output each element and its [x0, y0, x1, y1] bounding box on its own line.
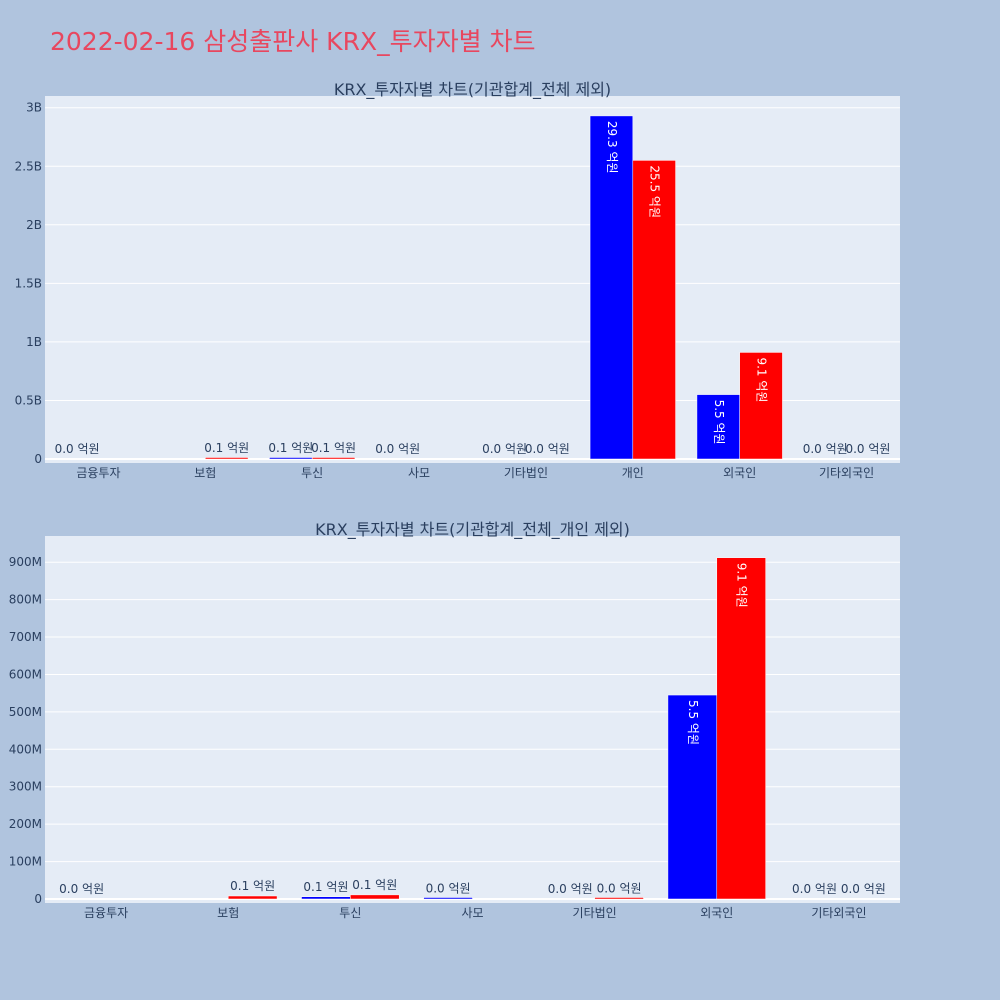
data-label: 0.0 억원: [59, 882, 104, 896]
data-label: 0.0 억원: [803, 442, 848, 456]
y-tick-label: 700M: [9, 630, 42, 644]
y-tick-label: 900M: [9, 555, 42, 569]
data-label: 0.0 억원: [375, 442, 420, 456]
data-label: 0.1 억원: [303, 880, 348, 894]
bar: [739, 352, 783, 460]
bar: [589, 115, 634, 460]
data-label: 5.5 억원: [712, 400, 726, 445]
x-tick-label: 보험: [194, 466, 216, 480]
bar: [667, 694, 718, 900]
y-tick-label: 0: [34, 452, 42, 466]
data-label: 0.0 억원: [548, 882, 593, 896]
y-tick-label: 200M: [9, 817, 42, 831]
x-tick-label: 외국인: [723, 466, 756, 480]
y-tick-label: 3B: [26, 101, 42, 115]
y-tick-label: 0.5B: [15, 393, 42, 407]
y-tick-label: 800M: [9, 593, 42, 607]
data-label: 0.1 억원: [352, 878, 397, 892]
chart-1: 0 0.5B 1B 1.5B 2B 2.5B 3B KRX_투자자별 차트(기관합계_전체 제…: [15, 80, 900, 480]
data-label: 0.1 억원: [268, 441, 313, 455]
chart-2: 0 100M 200M 300M 400M 500M 600M 700M 800M 900M KRX…: [9, 520, 900, 920]
bar: [594, 897, 644, 900]
x-tick-label: 투신: [339, 906, 361, 920]
data-label: 29.3 억원: [605, 121, 619, 174]
y-tick-label: 400M: [9, 742, 42, 756]
plot-area: [45, 536, 900, 903]
data-label: 0.0 억원: [597, 881, 642, 895]
bar: [423, 897, 473, 900]
y-tick-label: 100M: [9, 855, 42, 869]
chart-title: KRX_투자자별 차트(기관합계_전체 제외): [334, 80, 611, 100]
data-label: 0.1 억원: [204, 441, 249, 455]
bar: [716, 557, 766, 900]
data-label: 0.0 억원: [55, 442, 100, 456]
data-label: 5.5 억원: [686, 700, 700, 745]
data-label: 0.1 억원: [230, 879, 275, 893]
y-tick-label: 2B: [26, 218, 42, 232]
data-label: 9.1 억원: [755, 357, 769, 402]
x-tick-label: 투신: [301, 466, 323, 480]
bar: [301, 896, 351, 900]
bar: [350, 894, 400, 900]
x-tick-label: 보험: [217, 906, 239, 920]
bar: [632, 160, 676, 460]
bar: [269, 457, 313, 460]
x-tick-label: 외국인: [700, 906, 733, 920]
y-tick-label: 300M: [9, 780, 42, 794]
data-label: 0.0 억원: [426, 882, 471, 896]
data-label: 9.1 억원: [735, 563, 749, 608]
data-label: 0.0 억원: [792, 882, 837, 896]
data-label: 0.0 억원: [845, 442, 890, 456]
x-tick-label: 기타외국인: [819, 466, 874, 480]
x-tick-label: 기타외국인: [811, 906, 866, 920]
page-title: 2022-02-16 삼성출판사 KRX_투자자별 차트: [50, 27, 536, 56]
x-tick-label: 기타법인: [504, 466, 548, 480]
data-label: 25.5 억원: [648, 165, 662, 218]
x-tick-label: 기타법인: [573, 906, 617, 920]
y-tick-label: 1.5B: [15, 276, 42, 290]
data-label: 0.0 억원: [525, 442, 570, 456]
x-tick-label: 사모: [408, 466, 430, 480]
y-tick-label: 1B: [26, 335, 42, 349]
bar: [227, 895, 278, 900]
y-tick-label: 2.5B: [15, 159, 42, 173]
x-tick-label: 개인: [622, 466, 644, 480]
bar: [311, 457, 356, 460]
chart-title: KRX_투자자별 차트(기관합계_전체_개인 제외): [315, 520, 630, 540]
y-tick-label: 600M: [9, 667, 42, 681]
x-tick-label: 금융투자: [84, 906, 128, 920]
y-tick-label: 0: [34, 892, 42, 906]
x-tick-label: 금융투자: [76, 466, 120, 480]
y-tick-label: 500M: [9, 705, 42, 719]
bar: [696, 394, 740, 460]
data-label: 0.0 억원: [841, 882, 886, 896]
data-label: 0.1 억원: [311, 441, 356, 455]
x-tick-label: 사모: [461, 906, 483, 920]
data-label: 0.0 억원: [482, 442, 527, 456]
bar: [205, 457, 249, 460]
